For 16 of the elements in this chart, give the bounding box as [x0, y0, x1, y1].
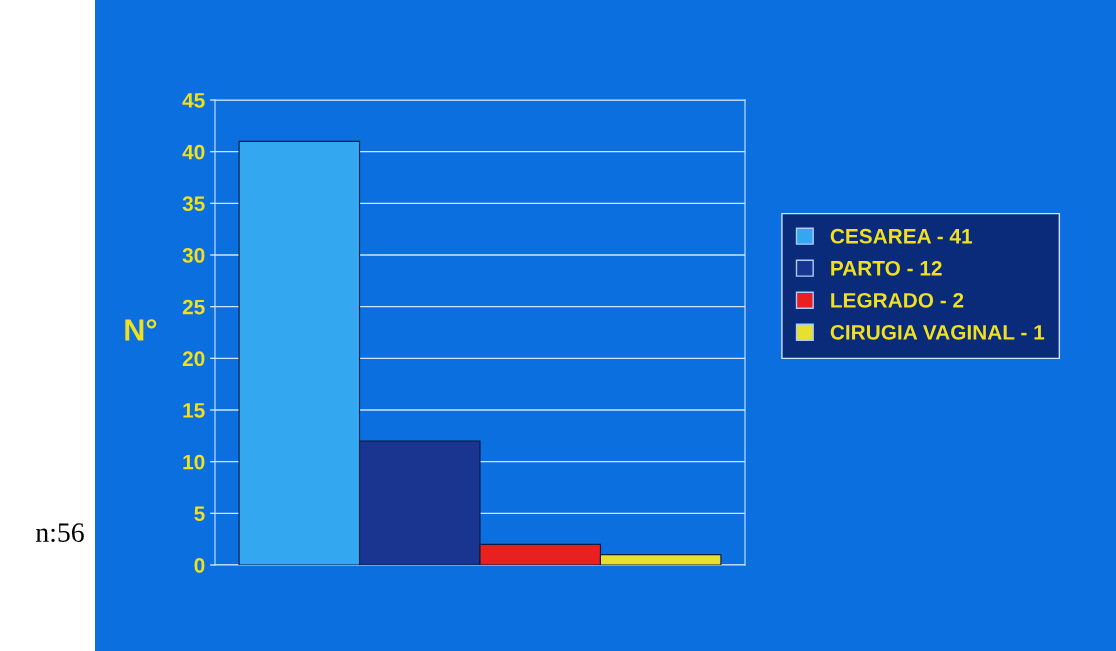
legend-label: CIRUGIA VAGINAL - 1 — [830, 324, 1045, 340]
legend-label: CESAREA - 41 — [830, 228, 973, 244]
y-tick-label: 20 — [182, 351, 205, 367]
y-tick-label: 10 — [183, 454, 205, 470]
legend-label: LEGRADO - 2 — [831, 292, 964, 308]
y-tick-label: 40 — [182, 144, 205, 160]
y-axis-title: N° — [125, 319, 157, 341]
y-tick-label: 5 — [194, 506, 205, 522]
y-tick-label: 30 — [182, 248, 205, 263]
y-tick-label: 0 — [194, 558, 205, 573]
legend-label: PARTO - 12 — [831, 260, 942, 276]
y-tick-label: 15 — [183, 403, 205, 418]
y-tick-label: 45 — [182, 93, 205, 108]
y-tick-label: 25 — [182, 299, 205, 315]
text: n:56 — [35, 523, 84, 543]
y-tick-label: 35 — [182, 196, 205, 212]
